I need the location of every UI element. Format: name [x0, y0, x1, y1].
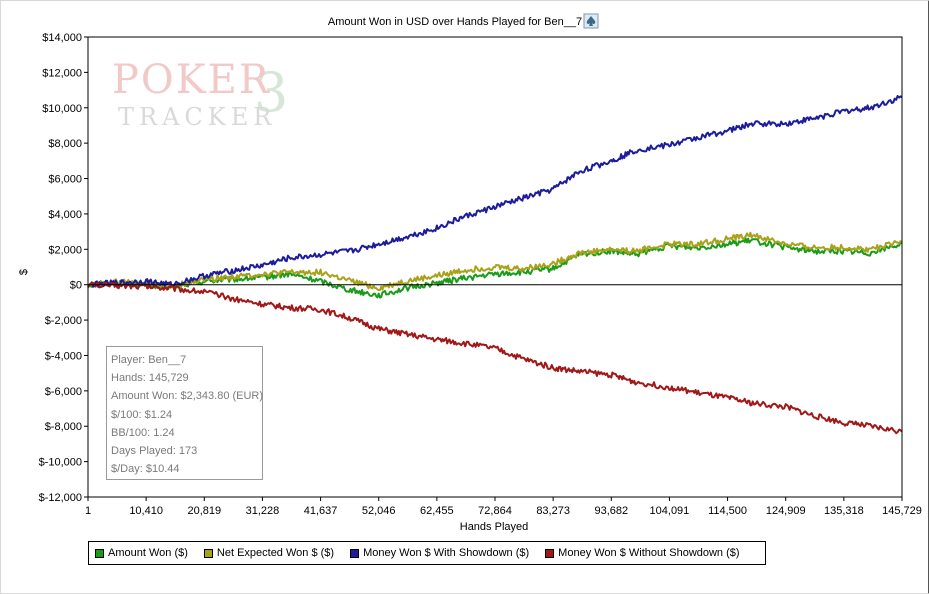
legend-item: Net Expected Won $ ($) — [203, 547, 335, 559]
y-tick-label: $14,000 — [42, 32, 82, 44]
y-tick-label: $0 — [70, 280, 82, 292]
y-tick-label: $2,000 — [48, 244, 82, 256]
stats-box: Player: Ben__7 Hands: 145,729 Amount Won… — [106, 346, 263, 480]
y-tick-label: $10,000 — [42, 103, 82, 115]
x-tick-label: 20,819 — [187, 505, 221, 517]
y-tick-label: $-4,000 — [45, 350, 82, 362]
y-tick-label: $12,000 — [42, 67, 82, 79]
x-tick-label: 104,091 — [650, 505, 690, 517]
y-tick-label: $8,000 — [48, 138, 82, 150]
legend-item: Money Won $ With Showdown ($) — [350, 547, 529, 559]
legend-swatch — [203, 548, 213, 558]
x-tick-label: 83,273 — [536, 505, 570, 517]
chart-title: Amount Won in USD over Hands Played for … — [328, 16, 582, 28]
x-tick-label: 10,410 — [129, 505, 163, 517]
y-axis-title: $ — [18, 269, 30, 275]
x-axis-title: Hands Played — [460, 521, 529, 533]
x-tick-label: 114,500 — [708, 505, 747, 517]
stat-days-played: Days Played: 173 — [111, 445, 198, 458]
y-tick-label: $-10,000 — [39, 457, 82, 469]
legend-swatch — [350, 548, 360, 558]
x-tick-label: 1 — [85, 505, 91, 517]
spade-icon — [583, 13, 599, 29]
stat-per100: $/100: $1.24 — [111, 408, 173, 421]
x-tick-label: 52,046 — [362, 505, 396, 517]
series-line-1 — [87, 231, 903, 292]
legend-item: Money Won $ Without Showdown ($) — [545, 547, 740, 559]
y-tick-label: $-2,000 — [45, 315, 82, 327]
x-tick-label: 135,318 — [824, 505, 864, 517]
line-chart: Amount Won in USD over Hands Played for … — [18, 13, 922, 533]
x-tick-label: 41,637 — [304, 505, 338, 517]
watermark-line2: TRACKER — [118, 103, 276, 130]
y-tick-label: $-8,000 — [45, 421, 82, 433]
legend-label: Net Expected Won $ ($) — [216, 547, 335, 559]
legend-label: Money Won $ With Showdown ($) — [363, 547, 530, 559]
plot-area — [87, 36, 903, 498]
x-tick-label: 72,864 — [478, 505, 512, 517]
y-tick-label: $4,000 — [48, 209, 82, 221]
legend-label: Money Won $ Without Showdown ($) — [558, 547, 740, 559]
watermark-mark: 3 — [254, 61, 288, 124]
stat-player: Player: Ben__7 — [111, 354, 187, 366]
stat-bb100: BB/100: 1.24 — [111, 426, 175, 439]
y-tick-label: $6,000 — [48, 174, 82, 186]
x-tick-label: 124,909 — [766, 505, 806, 517]
chart-legend: Amount Won ($) Net Expected Won $ ($) Mone… — [88, 541, 766, 565]
legend-label: Amount Won ($) — [108, 547, 188, 559]
watermark-line1: POKER — [112, 57, 271, 103]
y-tick-label: $-12,000 — [39, 492, 82, 504]
legend-item: Amount Won ($) — [95, 547, 188, 559]
watermark-logo: 3 POKER TRACKER — [112, 55, 322, 131]
legend-swatch — [95, 548, 104, 558]
x-tick-label: 62,455 — [420, 505, 454, 517]
y-tick-label: $-6,000 — [45, 386, 82, 398]
x-tick-label: 145,729 — [882, 505, 922, 517]
x-tick-label: 93,682 — [594, 505, 628, 517]
x-tick-label: 31,228 — [246, 505, 280, 517]
stat-per-day: $/Day: $10.44 — [111, 463, 180, 476]
legend-swatch — [545, 548, 555, 558]
stat-amount-won: Amount Won: $2,343.80 (EUR) — [111, 390, 264, 403]
stat-hands: Hands: 145,729 — [111, 372, 189, 385]
series-line-2 — [87, 95, 903, 288]
series-line-3 — [87, 281, 903, 435]
